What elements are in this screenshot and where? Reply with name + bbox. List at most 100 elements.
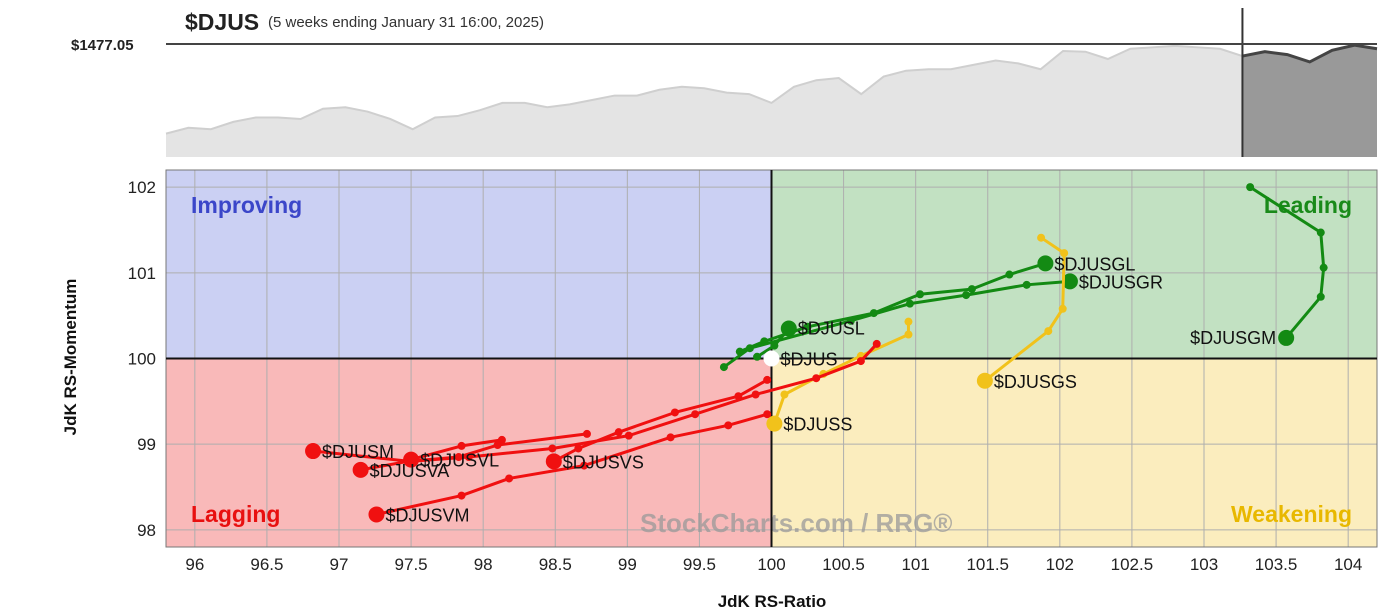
price-area-highlight	[1242, 45, 1377, 157]
tail-head-point	[766, 415, 783, 432]
series-labels: $DJUSGL$DJUSGR $DJUSGM $DJUSL $DJUSGS $DJUSS…	[322, 254, 1276, 525]
tail-point	[803, 322, 812, 331]
tail-point	[751, 390, 760, 399]
tail-point	[846, 316, 855, 325]
tail-point	[574, 444, 583, 453]
tail-point	[780, 390, 789, 399]
tail-point	[1022, 280, 1031, 289]
tail-point	[457, 491, 466, 500]
x-tick-label: 98	[474, 555, 493, 574]
x-tick-label: 102	[1046, 555, 1074, 574]
tail-point	[454, 453, 463, 462]
series-label: $DJUSGM	[1190, 328, 1276, 348]
tail-point	[915, 290, 924, 299]
tail-point	[745, 344, 754, 353]
tail-point	[1246, 183, 1255, 192]
x-tick-label: 102.5	[1111, 555, 1154, 574]
x-tick-label: 103	[1190, 555, 1218, 574]
y-tick-label: 100	[128, 350, 156, 369]
y-tick-label: 98	[137, 521, 156, 540]
series-label: $DJUSM	[322, 442, 394, 462]
tail-point	[753, 352, 762, 361]
x-tick-label: 103.5	[1255, 555, 1298, 574]
series-label: $DJUSVM	[385, 505, 469, 525]
x-tick-label: 101.5	[966, 555, 1009, 574]
tail-head-point	[1037, 255, 1054, 272]
x-tick-label: 96.5	[250, 555, 283, 574]
price-history-panel	[165, 8, 1378, 157]
x-tick-label: 97	[330, 555, 349, 574]
tail-point	[812, 374, 821, 383]
tail-point	[1316, 228, 1325, 237]
series-label: $DJUSL	[798, 319, 865, 339]
tail-point	[962, 291, 971, 300]
price-value-label: $1477.05	[71, 37, 134, 54]
tail-point	[1319, 263, 1328, 272]
tail-point	[505, 474, 514, 483]
tail-point	[1316, 292, 1325, 301]
x-tick-label: 97.5	[395, 555, 428, 574]
tail-point	[404, 457, 413, 466]
benchmark-point	[763, 350, 780, 367]
price-area	[166, 45, 1377, 157]
x-tick-label: 104	[1334, 555, 1362, 574]
tail-head-point	[368, 506, 385, 523]
tail-line	[552, 378, 769, 463]
quadrant-label-improving: Improving	[191, 192, 302, 218]
tail-head-point	[1278, 329, 1295, 346]
tail-point	[905, 299, 914, 308]
price-line-highlight	[1242, 43, 1378, 64]
tail-head-point	[305, 443, 322, 460]
quadrant-label-weakening: Weakening	[1231, 501, 1352, 527]
tail-point	[582, 429, 591, 438]
tail-point	[1037, 233, 1046, 242]
tail-point	[1060, 249, 1069, 258]
tail-point	[872, 339, 881, 348]
tail-head-point	[352, 461, 369, 478]
y-tick-label: 99	[137, 435, 156, 454]
x-tick-label: 100	[757, 555, 785, 574]
tail-point	[1005, 270, 1014, 279]
series-label: $DJUSVL	[420, 451, 499, 471]
tail-point	[724, 421, 733, 430]
tail-point	[614, 428, 623, 437]
tail-point	[719, 363, 728, 372]
tail-line	[738, 261, 1047, 354]
stockcharts-watermark: StockCharts.com / RRG®	[640, 508, 952, 538]
tail-point	[763, 410, 772, 419]
tail-point	[548, 444, 557, 453]
tail-point	[624, 431, 633, 440]
tail-point	[666, 433, 675, 442]
tail-point	[670, 408, 679, 417]
tail-head-point	[545, 453, 562, 470]
y-tick-label: 101	[128, 264, 156, 283]
tail-point	[1058, 304, 1067, 313]
tail-point	[580, 461, 589, 470]
x-axis-title: JdK RS-Ratio	[718, 592, 827, 611]
tail-point	[493, 441, 502, 450]
tail-point	[856, 357, 865, 366]
series-label: $DJUSGS	[994, 372, 1077, 392]
chart-period: (5 weeks ending January 31 16:00, 2025)	[268, 14, 544, 31]
tail-point	[734, 392, 743, 401]
tail-point	[1044, 327, 1053, 336]
tail-point	[967, 285, 976, 294]
series-label: $DJUSVA	[370, 461, 450, 481]
y-axis-title: JdK RS-Momentum	[61, 279, 80, 436]
series-label: $DJUSGL	[1054, 254, 1135, 274]
price-line	[165, 44, 1378, 135]
tail-head-point	[976, 372, 993, 389]
benchmark-label: $DJUS	[781, 350, 838, 370]
tail-point	[763, 375, 772, 384]
series-label: $DJUSVS	[563, 452, 644, 472]
tail-head-point	[780, 320, 797, 337]
x-tick-label: 96	[185, 555, 204, 574]
x-tick-label: 99.5	[683, 555, 716, 574]
tail-point	[904, 317, 913, 326]
tail-point	[904, 330, 913, 339]
x-tick-label: 100.5	[822, 555, 865, 574]
tail-point	[770, 341, 779, 350]
series-label: $DJUSGR	[1079, 272, 1163, 292]
